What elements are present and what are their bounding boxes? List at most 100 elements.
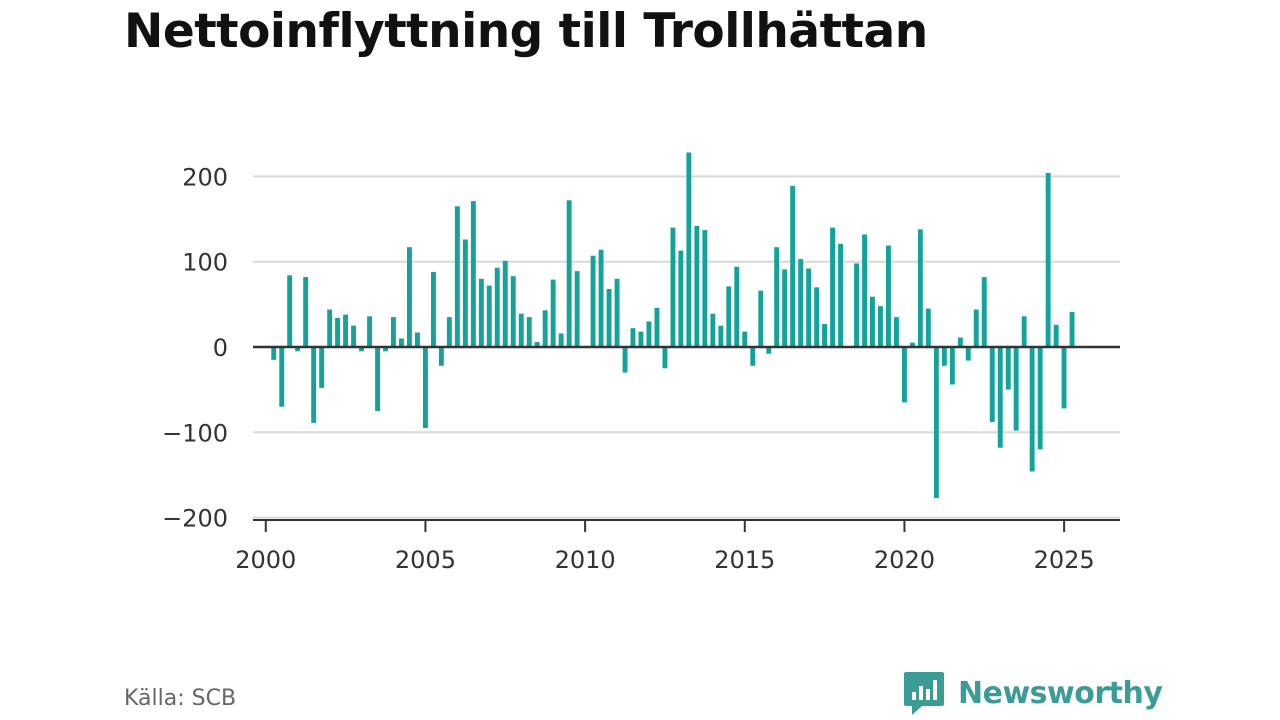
bar bbox=[965, 347, 971, 361]
bar bbox=[1069, 312, 1075, 347]
bar bbox=[415, 332, 420, 347]
bar bbox=[1061, 347, 1067, 409]
bar bbox=[670, 227, 676, 347]
bar bbox=[925, 308, 931, 347]
bar bbox=[407, 247, 412, 347]
bar bbox=[957, 337, 963, 347]
bar bbox=[303, 277, 309, 347]
bar bbox=[734, 266, 740, 347]
bar bbox=[1021, 316, 1027, 347]
bar bbox=[782, 269, 788, 347]
bar bbox=[399, 338, 404, 347]
x-tick-label: 2025 bbox=[1034, 546, 1095, 574]
bar bbox=[526, 317, 532, 347]
bar bbox=[343, 314, 348, 347]
bar bbox=[375, 347, 380, 411]
bar bbox=[1045, 173, 1051, 347]
bar bbox=[271, 347, 277, 360]
bar bbox=[1013, 347, 1019, 431]
bar bbox=[327, 309, 333, 347]
bar bbox=[654, 307, 660, 347]
y-tick-label: 200 bbox=[182, 163, 228, 191]
bar bbox=[702, 230, 708, 347]
bar bbox=[686, 152, 692, 347]
brand-name: Newsworthy bbox=[958, 675, 1163, 711]
x-tick-label: 2020 bbox=[874, 546, 935, 574]
bar bbox=[710, 313, 716, 347]
bar bbox=[878, 306, 883, 347]
bar bbox=[534, 341, 540, 347]
bar bbox=[822, 324, 827, 347]
bar bbox=[814, 287, 820, 347]
bar bbox=[279, 347, 285, 407]
x-tick-label: 2010 bbox=[555, 546, 616, 574]
bar bbox=[933, 347, 939, 498]
bar bbox=[335, 318, 340, 347]
bar bbox=[454, 206, 460, 347]
bar-chart: −200 −100 0 100 200 2000 2005 2010 2015 2020 2025 bbox=[162, 152, 1120, 574]
source-note: Källa: SCB bbox=[124, 686, 237, 711]
bar bbox=[910, 342, 915, 347]
bar bbox=[941, 347, 947, 366]
bar bbox=[774, 247, 780, 347]
x-tick-label: 2015 bbox=[714, 546, 775, 574]
newsworthy-logo-icon bbox=[904, 672, 944, 715]
x-tick-label: 2000 bbox=[235, 546, 296, 574]
bar bbox=[622, 347, 628, 373]
bar bbox=[854, 263, 859, 347]
bars bbox=[271, 152, 1075, 498]
bar bbox=[790, 185, 796, 347]
y-tick-label: −100 bbox=[162, 419, 228, 447]
bar bbox=[862, 234, 867, 347]
bar bbox=[438, 347, 444, 366]
bar bbox=[646, 321, 652, 347]
y-tick-label: 100 bbox=[182, 249, 228, 277]
y-tick-label: 0 bbox=[213, 334, 228, 362]
bar bbox=[894, 317, 899, 347]
bar bbox=[1053, 324, 1059, 347]
x-tick-labels: 2000 2005 2010 2015 2020 2025 bbox=[235, 546, 1094, 574]
bar bbox=[798, 259, 804, 347]
bar bbox=[423, 347, 428, 428]
bar bbox=[694, 225, 700, 347]
bar bbox=[287, 275, 293, 347]
bar bbox=[830, 227, 835, 347]
bar bbox=[870, 296, 875, 347]
bar bbox=[431, 271, 436, 347]
bar bbox=[502, 260, 508, 347]
bar bbox=[446, 317, 452, 347]
bar bbox=[383, 347, 388, 352]
bar bbox=[566, 200, 572, 347]
bar bbox=[351, 325, 356, 347]
bar bbox=[590, 255, 596, 347]
bar bbox=[806, 268, 812, 347]
bar bbox=[630, 328, 636, 347]
bar bbox=[542, 310, 548, 347]
brand-logo[interactable]: Newsworthy bbox=[902, 670, 1163, 716]
bar bbox=[917, 229, 923, 347]
bar bbox=[311, 347, 317, 423]
bar bbox=[949, 347, 955, 385]
bar bbox=[367, 316, 372, 347]
bar bbox=[758, 290, 764, 347]
bar bbox=[1029, 347, 1035, 472]
bar bbox=[478, 278, 484, 347]
bar bbox=[726, 286, 732, 347]
x-tick-label: 2005 bbox=[395, 546, 456, 574]
bar bbox=[391, 317, 396, 347]
bar bbox=[902, 347, 907, 403]
bar bbox=[510, 276, 516, 347]
bar bbox=[718, 325, 724, 347]
bar bbox=[838, 243, 843, 347]
y-tick-label: −200 bbox=[162, 505, 228, 533]
bar bbox=[614, 278, 620, 347]
bar bbox=[997, 347, 1003, 448]
bar bbox=[518, 313, 524, 347]
axes bbox=[253, 345, 1120, 532]
bar bbox=[494, 267, 500, 347]
bar bbox=[981, 277, 987, 347]
bar bbox=[742, 331, 748, 347]
bar bbox=[486, 285, 492, 347]
bar bbox=[470, 201, 476, 347]
bar bbox=[638, 331, 644, 347]
